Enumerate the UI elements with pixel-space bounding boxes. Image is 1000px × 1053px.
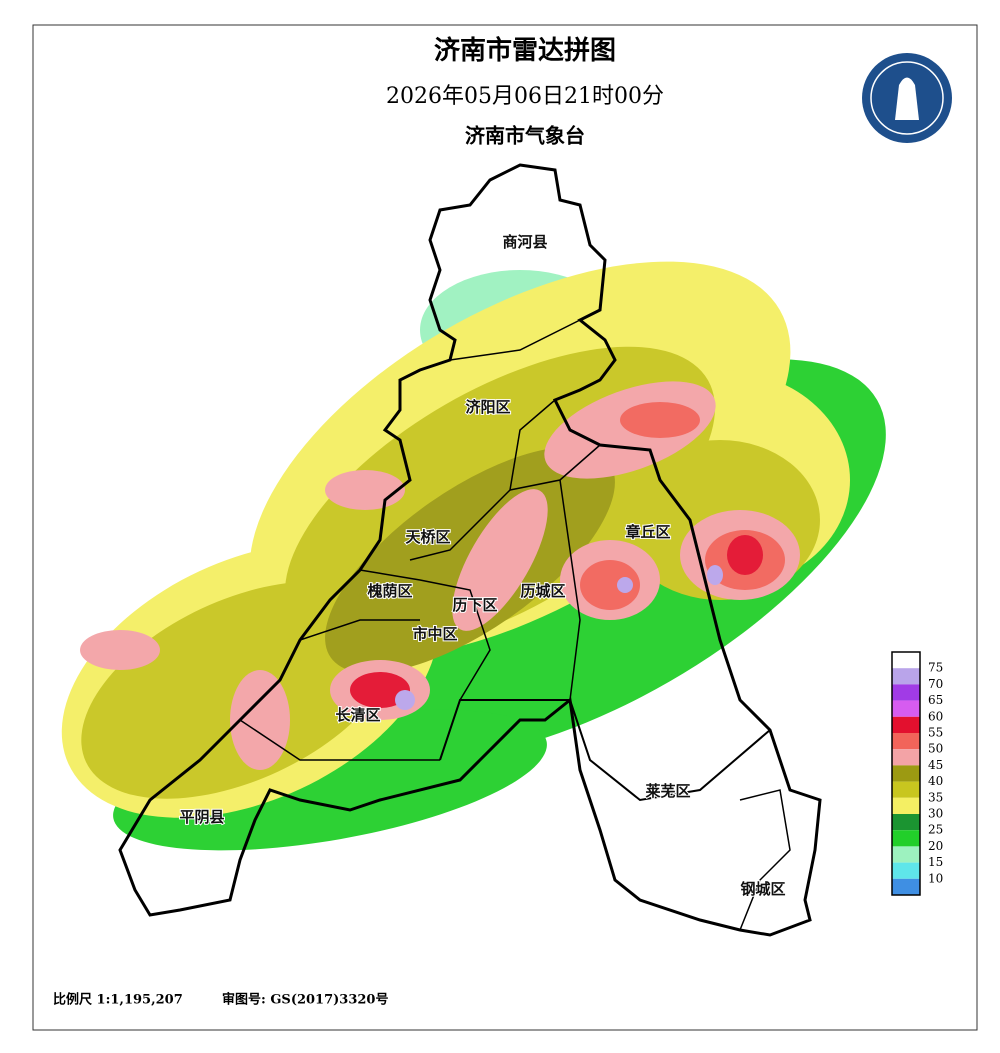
district-label: 天桥区 (405, 528, 450, 546)
boundaries (118, 163, 822, 937)
datetime: 2026年05月06日21时00分 (386, 84, 664, 109)
legend-swatch (892, 716, 920, 733)
district-label: 长清区 (335, 706, 380, 724)
logo (862, 53, 952, 143)
footer-review: 审图号: GS(2017)3320号 (222, 992, 388, 1008)
district-label: 历城区 (520, 582, 565, 600)
legend-label: 10 (928, 871, 943, 885)
legend-label: 25 (928, 823, 943, 837)
legend-swatch-bottom (892, 878, 920, 895)
legend-label: 70 (928, 677, 943, 691)
district-label: 章丘区 (625, 523, 670, 541)
legend-swatch (892, 830, 920, 847)
district-label: 平阴县 (179, 808, 224, 826)
legend-label: 55 (928, 726, 943, 740)
legend-label: 50 (928, 742, 943, 756)
legend-swatch (892, 846, 920, 863)
legend-label: 15 (928, 855, 943, 869)
legend-swatch (892, 797, 920, 814)
legend-label: 45 (928, 758, 943, 772)
legend-swatch (892, 765, 920, 782)
district-label: 商河县 (502, 233, 547, 251)
legend-label: 75 (928, 661, 943, 675)
legend-swatch (892, 781, 920, 798)
legend-swatch (892, 684, 920, 701)
district-label: 济阳区 (465, 398, 510, 416)
legend-label: 40 (928, 774, 943, 788)
district-labels: 商河县 济阳区 天桥区 槐荫区 历下区 历城区 章丘区 市中区 长清区 平阴县 … (178, 232, 786, 899)
footer-scale: 比例尺 1:1,195,207 (53, 992, 183, 1008)
legend-label: 35 (928, 790, 943, 804)
legend-swatch (892, 862, 920, 879)
district-label: 莱芜区 (645, 782, 690, 800)
legend-swatch (892, 652, 920, 669)
district-label: 市中区 (412, 625, 457, 643)
legend-swatch (892, 733, 920, 750)
legend-border (891, 651, 921, 896)
legend: 75 70 65 60 55 50 45 40 35 30 25 20 15 10 (891, 651, 943, 896)
district-label: 槐荫区 (366, 582, 412, 600)
legend-label: 20 (928, 839, 943, 853)
title: 济南市雷达拼图 (434, 35, 616, 66)
source: 济南市气象台 (465, 124, 585, 148)
legend-swatch (892, 814, 920, 831)
legend-label: 60 (928, 709, 943, 723)
legend-swatch (892, 700, 920, 717)
legend-swatch (892, 749, 920, 766)
legend-label: 65 (928, 693, 943, 707)
district-label: 钢城区 (740, 880, 785, 898)
legend-swatch (892, 668, 920, 685)
legend-label: 30 (928, 807, 943, 821)
district-label: 历下区 (452, 596, 497, 614)
